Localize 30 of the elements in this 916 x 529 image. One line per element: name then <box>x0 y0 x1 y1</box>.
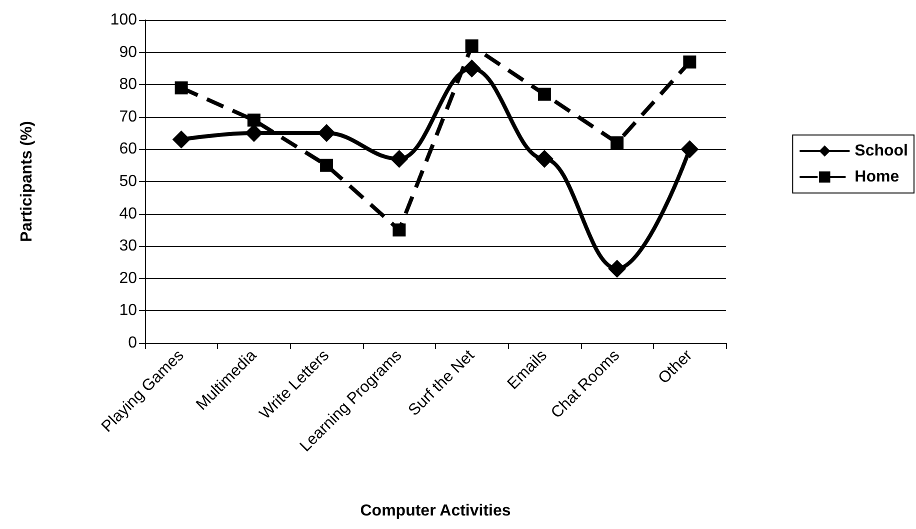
point <box>462 59 481 78</box>
point <box>465 39 478 52</box>
point <box>608 260 626 278</box>
y-tick-label: 10 <box>119 302 138 320</box>
point <box>680 140 699 158</box>
point <box>392 223 406 236</box>
point <box>320 158 334 172</box>
point <box>172 130 190 149</box>
y-tick-label: 40 <box>119 205 138 222</box>
point <box>535 150 554 168</box>
point <box>247 114 260 127</box>
y-tick-label: 30 <box>119 238 138 255</box>
point <box>174 81 188 94</box>
y-tick-label: 50 <box>119 173 138 190</box>
y-tick-label: 20 <box>119 270 138 287</box>
y-tick-label: 90 <box>119 44 138 61</box>
point <box>683 55 696 68</box>
legend-label: School <box>854 142 908 160</box>
y-tick-label: 0 <box>128 334 138 352</box>
point <box>390 150 408 168</box>
y-tick-label: 100 <box>110 12 138 28</box>
point <box>610 136 624 150</box>
point <box>538 88 551 101</box>
legend-label: Home <box>854 168 900 186</box>
y-axis-title: Participants (%) <box>18 121 36 242</box>
x-axis-title: Computer Activities <box>360 502 511 520</box>
y-tick-label: 80 <box>119 76 138 94</box>
y-tick-label: 70 <box>119 108 138 126</box>
y-tick-label: 60 <box>119 140 138 158</box>
point <box>318 124 336 142</box>
